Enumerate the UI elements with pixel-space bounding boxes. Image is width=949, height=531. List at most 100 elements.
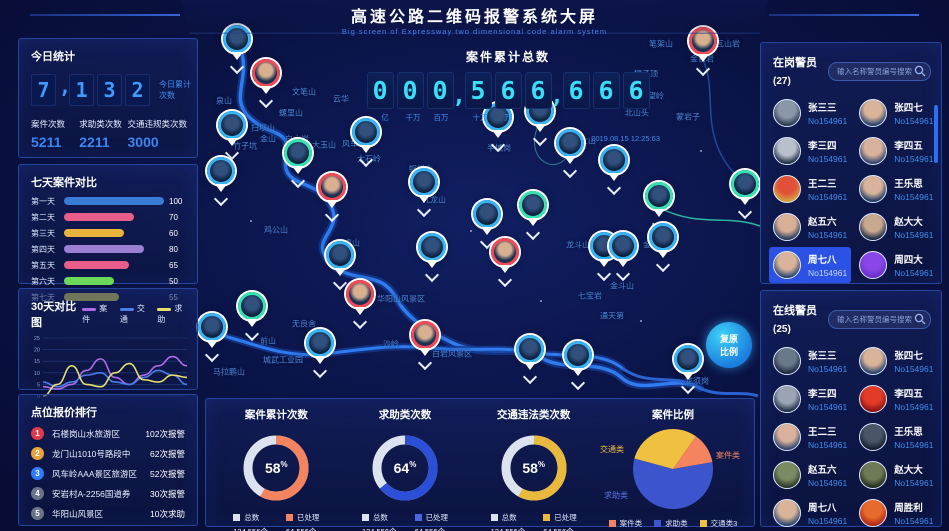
map-pin-blue[interactable] <box>217 111 247 161</box>
ranking-row[interactable]: 4 安岩村A-2256国道券 30次报警 <box>31 487 185 500</box>
online-search-input[interactable] <box>829 314 913 324</box>
officer-number: No154961 <box>894 440 934 450</box>
on-duty-scrollbar[interactable] <box>934 105 938 163</box>
pin-tail <box>492 130 504 138</box>
svg-text:25: 25 <box>34 336 40 342</box>
counter-unit <box>617 112 645 123</box>
bar-label: 第六天 <box>31 276 55 286</box>
map-place-label: 华阳山风景区 <box>377 294 425 304</box>
counter-digit: 5 <box>464 72 492 109</box>
pin-tail <box>206 340 218 348</box>
map-pin-blue[interactable] <box>206 157 236 207</box>
map-pin-blue[interactable] <box>648 223 678 273</box>
map-pin-blue[interactable] <box>417 233 447 283</box>
today-digit: 2 <box>125 74 150 106</box>
map-pin-red[interactable] <box>410 321 440 371</box>
officer-item[interactable]: 张四七 No154961 <box>855 95 937 131</box>
officer-item[interactable]: 赵大大 No154961 <box>855 457 937 493</box>
bar-label: 第三天 <box>31 228 55 238</box>
page-subtitle: Big screen of Expressway two dimensional… <box>341 27 608 36</box>
svg-text:20: 20 <box>34 348 40 354</box>
officer-item[interactable]: 张四七 No154961 <box>855 343 937 379</box>
officer-avatar <box>859 213 888 241</box>
counter-unit <box>455 112 466 123</box>
officer-item[interactable]: 周七八 No154961 <box>769 247 852 283</box>
ranking-row[interactable]: 1 石楼岗山水旅游区 102次报警 <box>31 427 185 440</box>
map-pin-blue[interactable] <box>472 200 502 250</box>
on-duty-searchbox[interactable] <box>828 61 931 81</box>
counter-digit: 0 <box>426 72 454 109</box>
officer-avatar <box>773 137 801 165</box>
map-pin-red[interactable] <box>345 280 375 330</box>
map-pin-red[interactable] <box>251 59 281 109</box>
map-pin-green[interactable] <box>518 191 548 241</box>
officer-item[interactable]: 赵大大 No154961 <box>855 209 937 245</box>
map-pin-blue[interactable] <box>305 329 335 379</box>
officer-number: No154961 <box>808 116 848 126</box>
map-pin-green[interactable] <box>237 292 267 342</box>
ranking-title: 点位报价排行 <box>31 407 97 419</box>
online-panel: 在线警员 (25) 张三三 No154961 张四七 No154961 李三四 No154… <box>760 290 942 527</box>
map-pin-green[interactable] <box>283 139 313 189</box>
officer-item[interactable]: 王二三 No154961 <box>769 419 851 455</box>
officer-item[interactable]: 王二三 No154961 <box>769 171 851 207</box>
officer-name: 赵五六 <box>808 465 837 476</box>
officer-item[interactable]: 李三四 No154961 <box>769 133 851 169</box>
map-pin-blue[interactable] <box>673 345 703 395</box>
officer-item[interactable]: 张三三 No154961 <box>769 95 851 131</box>
officer-name: 李三四 <box>808 141 837 152</box>
pie-legend-item: 案件类 <box>608 518 642 529</box>
officer-name: 赵大大 <box>894 217 923 228</box>
map-pin-blue[interactable] <box>599 146 629 196</box>
officer-number: No154961 <box>808 154 848 164</box>
map-place-label: 通天第 <box>600 311 624 321</box>
pin-avatar <box>207 157 235 185</box>
map-pin-blue[interactable] <box>555 129 585 179</box>
map-pin-blue[interactable] <box>563 341 593 391</box>
map-pin-blue[interactable] <box>515 335 545 385</box>
officer-item[interactable]: 赵五六 No154961 <box>769 209 851 245</box>
officer-item[interactable]: 王乐思 No154961 <box>855 419 937 455</box>
officer-item[interactable]: 张三三 No154961 <box>769 343 851 379</box>
bar <box>64 261 129 269</box>
map-pin-blue[interactable] <box>409 168 439 218</box>
counter-digit: 6 <box>524 72 552 109</box>
reset-scale-button[interactable]: 复原 比例 <box>706 322 752 368</box>
officer-item[interactable]: 周四大 No154961 <box>855 247 937 283</box>
ranking-row[interactable]: 2 龙门山1010号路段中 62次报警 <box>31 447 185 460</box>
officer-item[interactable]: 李四五 No154961 <box>855 133 937 169</box>
pin-avatar <box>491 238 519 266</box>
map-pin-blue[interactable] <box>608 232 638 282</box>
officer-item[interactable]: 李四五 No154961 <box>855 381 937 417</box>
rank-badge: 4 <box>31 487 44 500</box>
map-place-label: 鸡公山 <box>264 225 288 235</box>
ranking-row[interactable]: 3 风车岭AAA景区旅游区 52次报警 <box>31 467 185 480</box>
map-pin-blue[interactable] <box>197 313 227 363</box>
officer-avatar <box>859 99 888 127</box>
map-pin-red[interactable] <box>317 173 347 223</box>
ranking-row[interactable]: 5 华阳山风景区 10次求助 <box>31 507 185 520</box>
pin-avatar <box>346 280 374 308</box>
officer-item[interactable]: 王乐思 No154961 <box>855 171 937 207</box>
officer-item[interactable]: 李三四 No154961 <box>769 381 851 417</box>
officer-number: No154961 <box>808 364 848 374</box>
officer-avatar <box>859 175 888 203</box>
bar <box>64 197 164 205</box>
donut-legend-item: 已处理 64,556个 <box>543 512 577 531</box>
officer-item[interactable]: 周胜利 No154961 <box>855 495 937 531</box>
officer-avatar <box>773 423 801 451</box>
officer-avatar <box>859 461 888 489</box>
officer-item[interactable]: 周七八 No154961 <box>769 495 851 531</box>
on-duty-search-input[interactable] <box>829 66 913 76</box>
pin-tail <box>481 227 493 235</box>
summary-panel: 案件累计次数 58%总数 124,556个已处理 64,556个求助类次数 64… <box>205 398 755 531</box>
map-place-label: 半城岗 <box>487 143 511 153</box>
map-pin-blue[interactable] <box>351 118 381 168</box>
map-pin-red[interactable] <box>490 238 520 288</box>
map-pin-blue[interactable] <box>325 241 355 291</box>
officer-item[interactable]: 赵五六 No154961 <box>769 457 851 493</box>
online-searchbox[interactable] <box>828 309 931 329</box>
map-pin-green[interactable] <box>730 170 760 220</box>
map-pin-green[interactable] <box>644 182 674 232</box>
